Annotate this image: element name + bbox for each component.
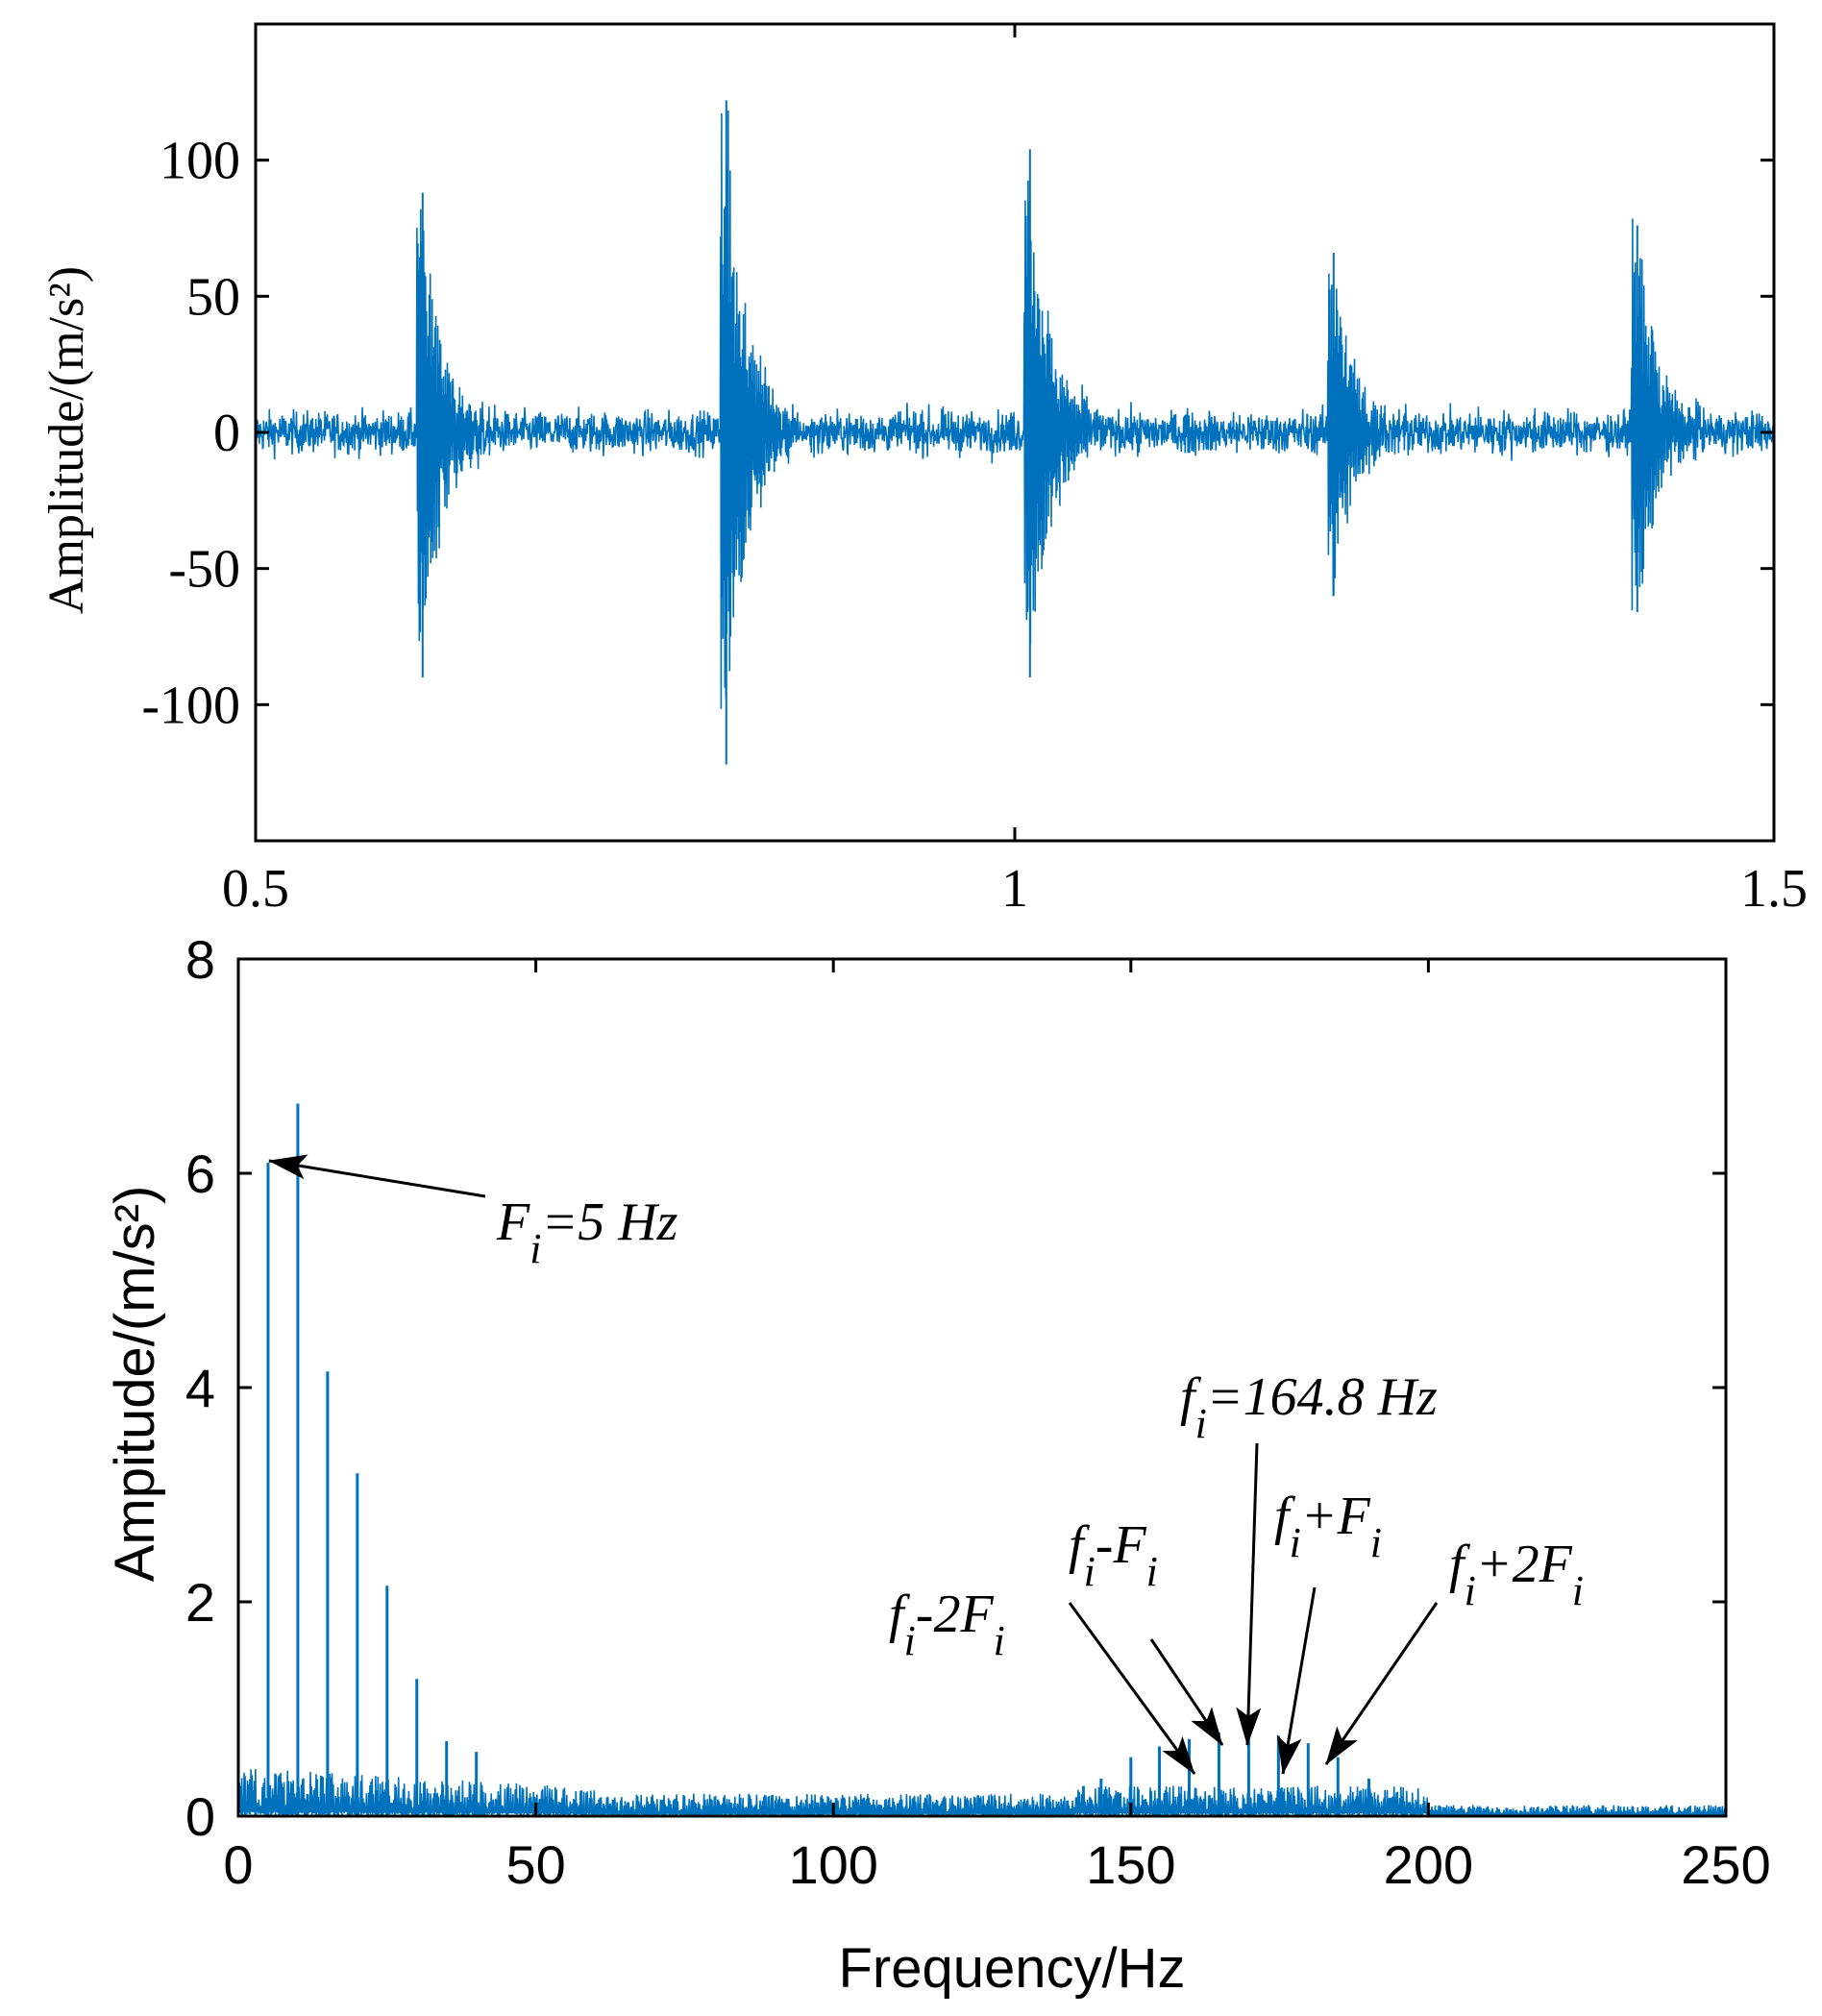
top-y-tick-label: 0 (213, 404, 240, 463)
spectrum-chart: 0 2 4 6 8 0 50 100 150 200 250 Frequency/Hz Ampit… (104, 929, 1771, 2000)
label-fi+Fi: fi+Fi (1274, 1487, 1382, 1566)
bottom-y-tick-labels: 0 2 4 6 8 (185, 929, 215, 1847)
label-fi+2Fi: fi+2Fi (1449, 1535, 1584, 1614)
top-y-tick-label: 100 (160, 132, 240, 191)
bottom-y-axis-label: Ampitude/(m/s²) (104, 1186, 166, 1583)
top-x-tick-label: 1.5 (1740, 859, 1808, 919)
time-signal-series (255, 100, 1775, 765)
top-y-axis-label: Amplitude/(m/s²) (39, 266, 94, 614)
top-x-tick-label: 0.5 (222, 859, 289, 919)
top-axis-ticks (254, 24, 1776, 841)
spectrum-series (237, 1103, 1727, 1819)
bottom-x-tick-label: 100 (788, 1834, 877, 1895)
time-signal-line (255, 110, 1775, 709)
top-y-tick-label: -100 (141, 676, 240, 735)
bottom-axis-ticks (236, 957, 1728, 1818)
bottom-x-tick-label: 50 (505, 1834, 565, 1895)
arrow-fi+2Fi (1324, 1602, 1439, 1765)
bottom-y-tick-label: 4 (185, 1358, 215, 1418)
arrow-Fi (268, 1154, 486, 1198)
bottom-x-tick-label: 0 (223, 1834, 253, 1895)
bottom-x-axis-label: Frequency/Hz (838, 1937, 1185, 2000)
bottom-x-tick-label: 250 (1681, 1834, 1770, 1895)
bottom-y-tick-label: 8 (185, 929, 215, 990)
arrow-fi-Fi (1149, 1638, 1224, 1746)
bottom-x-tick-labels: 0 50 100 150 200 250 (223, 1834, 1770, 1895)
bottom-y-tick-label: 6 (185, 1143, 215, 1204)
arrow-fi-2Fi (1068, 1602, 1196, 1775)
label-fi: fi=164.8 Hz (1180, 1367, 1438, 1447)
bottom-x-tick-label: 150 (1086, 1834, 1175, 1895)
bottom-plot-frame (236, 957, 1728, 1818)
label-fi-2Fi: fi-2Fi (889, 1585, 1005, 1664)
bottom-x-tick-label: 200 (1384, 1834, 1473, 1895)
bottom-y-tick-label: 0 (185, 1786, 215, 1847)
annotations: Fi=5 Hz fi=164.8 Hz fi-2Fi fi-Fi fi+Fi f… (268, 1154, 1584, 1775)
arrow-fi (1236, 1442, 1262, 1746)
label-Fi: Fi=5 Hz (496, 1192, 678, 1272)
top-y-tick-label: 50 (186, 267, 240, 327)
arrow-fi+Fi (1276, 1586, 1317, 1775)
top-y-tick-label: -50 (168, 540, 240, 600)
top-y-tick-labels: 100 50 0 -50 -100 (141, 132, 240, 736)
top-x-tick-labels: 0.5 1 1.5 (222, 859, 1808, 919)
spectrum-noise-line (237, 1768, 1727, 1819)
time-signal-chart: 100 50 0 -50 -100 0.5 1 1.5 Amplitude/(m/s²) (39, 22, 1808, 919)
label-fi-Fi: fi-Fi (1069, 1515, 1158, 1595)
bottom-y-tick-label: 2 (185, 1572, 215, 1633)
top-x-tick-label: 1 (1001, 859, 1028, 919)
